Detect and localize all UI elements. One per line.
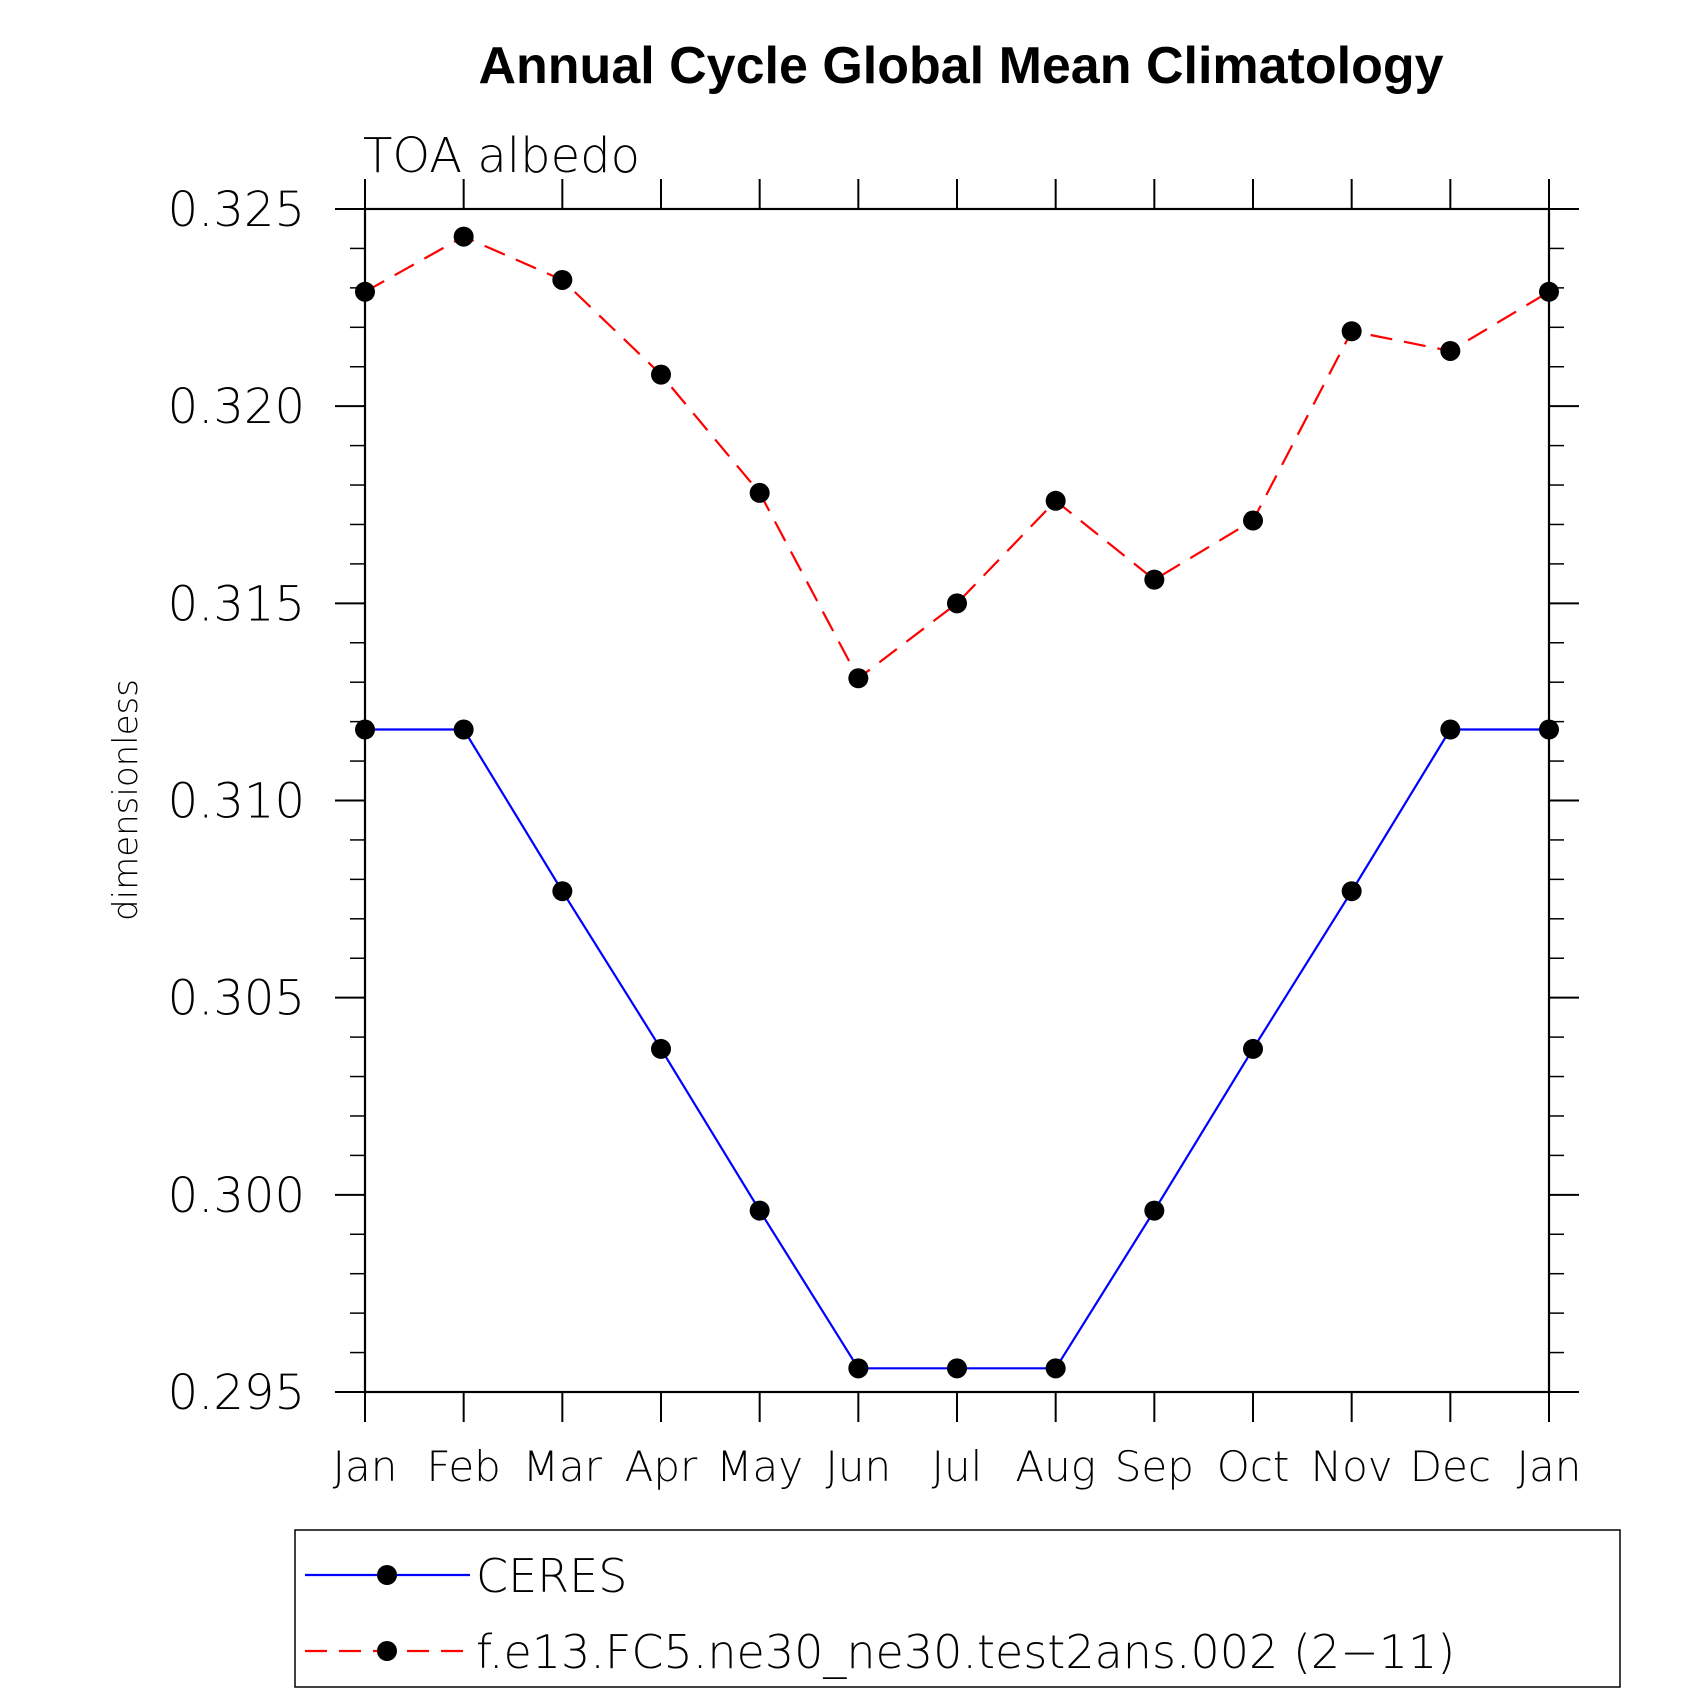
series-2-point [1243,510,1263,531]
x-tick-label: Jan [1517,1442,1582,1491]
x-tick-label: Nov [1311,1442,1393,1491]
x-tick-label: Apr [625,1442,698,1491]
y-axis-label: dimensionless [106,679,146,921]
y-tick-label: 0.325 [168,182,305,238]
series-lines [364,235,1550,1370]
series-1-point [1341,881,1362,902]
series-2-point [1045,490,1066,511]
series-2-point [947,593,967,614]
x-axis-ticks [364,179,1550,1422]
x-tick-label: Jun [826,1442,892,1491]
y-tick-label: 0.310 [168,774,305,830]
series-line-1 [365,728,1549,1370]
x-tick-label: Sep [1115,1442,1194,1491]
series-1-point [749,1200,770,1221]
series-1-point [1243,1038,1263,1059]
series-2-point [552,269,573,290]
series-2-point [749,482,770,503]
x-tick-label: Dec [1410,1442,1491,1491]
y-tick-label: 0.305 [168,971,305,1027]
series-2-point [848,668,869,689]
legend-marker-1 [377,1565,397,1585]
plot-frame [363,207,1551,1394]
x-tick-label: Mar [523,1442,603,1491]
legend-label-1: CERES [476,1549,627,1603]
chart-title: Annual Cycle Global Mean Climatology [478,37,1443,95]
y-tick-label: 0.295 [168,1365,305,1421]
x-tick-label: Jan [333,1442,398,1491]
series-1-point [453,719,474,740]
series-2-point [1144,569,1165,590]
series-markers [355,226,1559,1379]
chart-subtitle: TOA albedo [363,128,640,184]
series-1-point [1440,719,1461,740]
x-tick-label: Oct [1217,1442,1290,1491]
legend: CERES f.e13.FC5.ne30_ne30.test2ans.002 (2… [294,1529,1621,1688]
x-tick-label: Jul [932,1442,983,1491]
series-2-point [1539,281,1559,302]
legend-marker-2 [377,1641,397,1661]
y-tick-label: 0.300 [168,1168,305,1224]
series-2-point [355,281,375,302]
series-2-point [1341,321,1362,342]
series-1-point [848,1358,869,1379]
series-1-point [1539,719,1559,740]
series-2-point [651,364,671,385]
y-tick-labels: 0.325 0.320 0.315 0.310 0.305 0.300 0.295 [168,182,305,1421]
series-1-point [947,1358,967,1379]
legend-label-2: f.e13.FC5.ne30_ne30.test2ans.002 (2−11) [476,1625,1455,1679]
x-tick-label: Aug [1015,1442,1096,1491]
y-axis-ticks [335,208,1579,1393]
series-1-point [1144,1200,1165,1221]
y-tick-label: 0.320 [168,379,305,435]
y-tick-label: 0.315 [168,576,305,632]
series-1-point [651,1038,671,1059]
series-2-point [1440,340,1461,361]
legend-box [294,1529,1621,1688]
series-1-point [1045,1358,1066,1379]
series-2-point [453,226,474,247]
x-tick-label: Feb [426,1442,500,1491]
series-1-point [355,719,375,740]
series-1-point [552,881,573,902]
x-tick-labels: Jan Feb Mar Apr May Jun Jul Aug Sep Oct Nov Dec Jan [333,1442,1582,1491]
x-tick-label: May [716,1442,803,1491]
